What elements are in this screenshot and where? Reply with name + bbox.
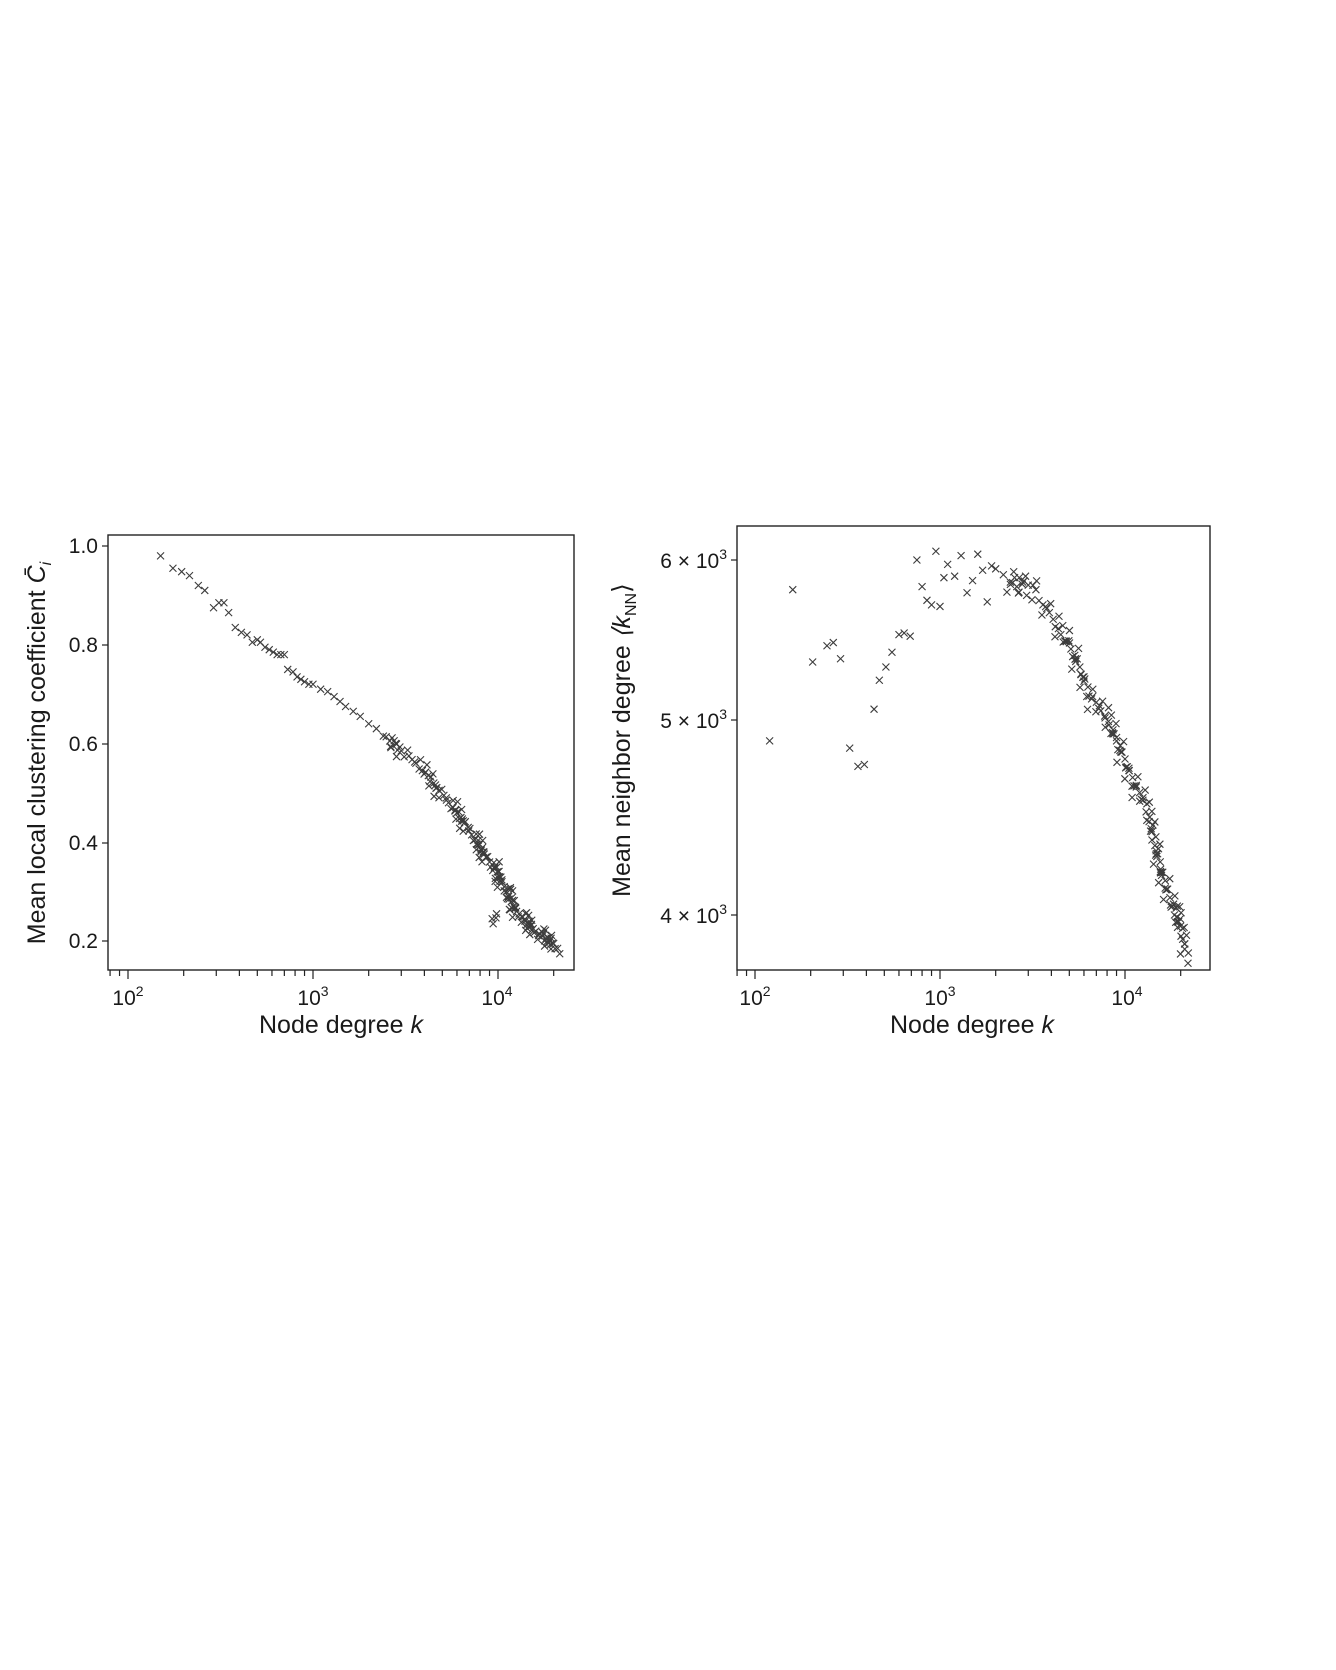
left-y-axis-label: Mean local clustering coefficient C̄i (23, 561, 55, 944)
right-chart: 6 × 103 5 × 103 4 × 103 102 103 104 Node… (608, 525, 1211, 1039)
left-ytick-label: 1.0 (69, 535, 98, 558)
right-y-axis-label: Mean neighbor degree ⟨kNN⟩ (608, 583, 640, 897)
right-ytick-label: 5 × 103 (660, 706, 727, 733)
left-xtick-label: 102 (112, 983, 143, 1010)
right-xtick-label: 104 (1111, 983, 1142, 1010)
left-data-points (156, 551, 564, 958)
left-x-axis-label: Node degree k (259, 1011, 425, 1039)
left-chart: 1.0 0.8 0.6 0.4 0.2 102 103 104 Node deg… (23, 534, 575, 1039)
left-xtick-label: 104 (481, 983, 512, 1010)
left-x-axis-ticks (109, 970, 555, 979)
left-ytick-label: 0.4 (69, 832, 99, 855)
left-ytick-label: 0.6 (69, 733, 98, 756)
left-plot-frame (107, 534, 575, 971)
left-y-axis-ticks (102, 545, 108, 942)
left-ytick-label: 0.8 (69, 634, 98, 657)
right-xtick-label: 102 (739, 983, 770, 1010)
left-ytick-label: 0.2 (69, 930, 98, 953)
right-data-points (765, 547, 1193, 968)
right-ytick-label: 4 × 103 (660, 901, 727, 928)
right-xtick-label: 103 (924, 983, 955, 1010)
left-xtick-label: 103 (297, 983, 328, 1010)
right-x-axis-label: Node degree k (890, 1011, 1056, 1039)
right-x-axis-ticks (736, 970, 1182, 979)
right-y-axis-ticks (731, 559, 737, 916)
right-plot-frame (736, 525, 1211, 971)
right-ytick-label: 6 × 103 (660, 546, 727, 573)
